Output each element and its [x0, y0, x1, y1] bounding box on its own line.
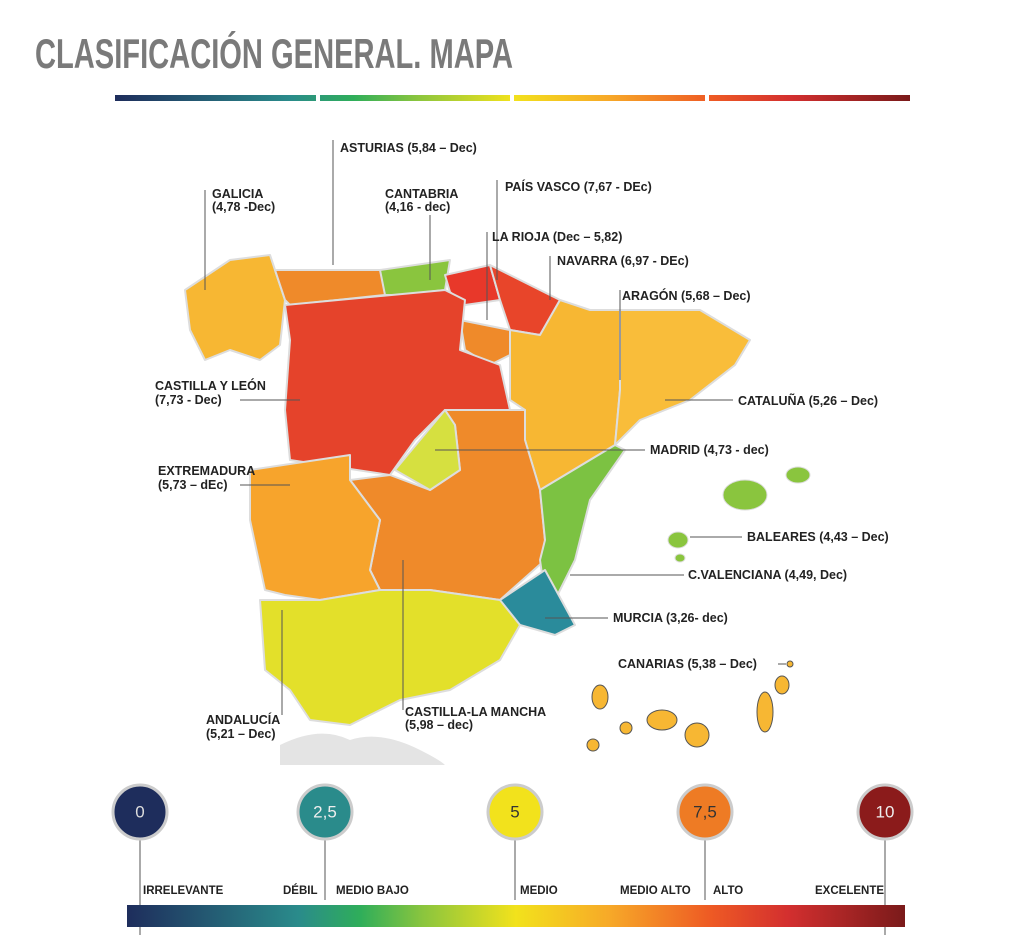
region-label: (5,98 – dec) [405, 718, 473, 732]
region-label: ASTURIAS (5,84 – Dec) [340, 141, 477, 155]
level-label: MEDIO [520, 885, 558, 897]
region-label: NAVARRA (6,97 - DEc) [557, 254, 689, 268]
madrid [394, 409, 461, 491]
bar-gaps [316, 94, 709, 102]
region-label: EXTREMADURA [158, 464, 255, 478]
canarias [586, 660, 794, 752]
region-label: (4,78 -Dec) [212, 200, 275, 214]
region-label: CATALUÑA (5,26 – Dec) [738, 393, 878, 408]
pais-vasco [444, 264, 501, 306]
scale-value: 2,5 [313, 802, 337, 821]
scale-value: 10 [876, 802, 895, 821]
region-label: MADRID (4,73 - dec) [650, 443, 769, 457]
extremadura [249, 454, 381, 601]
leaders [204, 140, 786, 715]
region-label: BALEARES (4,43 – Dec) [747, 530, 889, 544]
region-label: (5,21 – Dec) [206, 727, 275, 741]
galicia [184, 254, 286, 361]
level-label: EXCELENTE [815, 885, 884, 897]
region-label: ARAGÓN (5,68 – Dec) [622, 288, 751, 303]
region-labels: ASTURIAS (5,84 – Dec) GALICIA (4,78 -Dec… [155, 141, 889, 741]
level-label: ALTO [713, 885, 743, 897]
level-label: IRRELEVANTE [143, 885, 224, 897]
region-label: ANDALUCÍA [206, 712, 280, 727]
level-label: MEDIO BAJO [336, 885, 409, 897]
legend: 0 2,5 5 7,5 10 IRRELEVANTE DÉBIL MEDIO B… [111, 783, 914, 935]
map [184, 254, 811, 765]
title: CLASIFICACIÓN GENERAL. MAPA [35, 29, 513, 77]
region-label: CANTABRIA [385, 187, 458, 201]
region-label: MURCIA (3,26- dec) [613, 611, 728, 625]
region-label: (5,73 – dEc) [158, 478, 227, 492]
la-rioja [459, 319, 521, 366]
region-label: (7,73 - Dec) [155, 393, 222, 407]
scale-value: 0 [135, 802, 144, 821]
scale-value: 7,5 [693, 802, 717, 821]
region-label: CANARIAS (5,38 – Dec) [618, 657, 757, 671]
scale-bar [127, 905, 905, 927]
andalucia [259, 589, 521, 726]
level-label: DÉBIL [283, 884, 318, 897]
region-label: CASTILLA-LA MANCHA [405, 705, 546, 719]
region-label: CASTILLA Y LEÓN [155, 378, 266, 393]
level-label: MEDIO ALTO [620, 885, 691, 897]
region-label: GALICIA [212, 187, 263, 201]
region-label: LA RIOJA (Dec – 5,82) [492, 230, 622, 244]
region-label: (4,16 - dec) [385, 200, 450, 214]
baleares [667, 466, 811, 563]
region-label: PAÍS VASCO (7,67 - DEc) [505, 179, 652, 194]
cataluna [614, 309, 751, 446]
region-label: C.VALENCIANA (4,49, Dec) [688, 568, 847, 582]
scale-value: 5 [510, 802, 519, 821]
